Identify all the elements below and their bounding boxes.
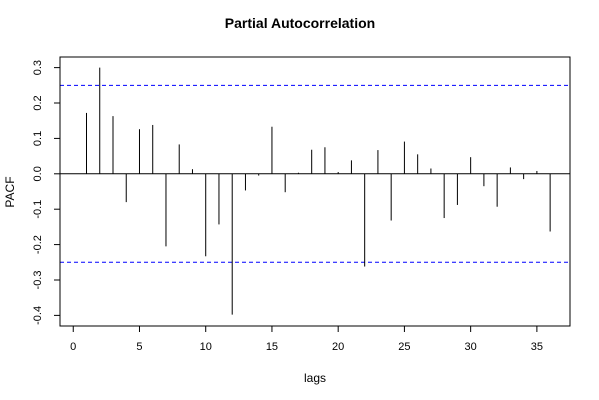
x-tick-label-5: 5 [136,341,142,353]
x-tick-label-15: 15 [266,341,278,353]
x-tick-label-20: 20 [332,341,344,353]
y-axis-label: PACF [3,176,17,207]
x-tick-label-25: 25 [398,341,410,353]
y-tick-label-6: 0.2 [32,95,44,110]
y-tick-label-7: 0.3 [32,60,44,75]
y-tick-label-4: 0.0 [32,166,44,181]
chart-title: Partial Autocorrelation [225,15,375,31]
y-tick-label-2: -0.2 [32,235,44,254]
x-tick-label-0: 0 [70,341,76,353]
x-axis-label: lags [304,371,326,385]
y-tick-label-3: -0.1 [32,200,44,219]
plot-frame [59,56,571,327]
y-tick-label-0: -0.4 [32,306,44,325]
x-tick-label-30: 30 [465,341,477,353]
x-tick-label-10: 10 [200,341,212,353]
x-tick-label-35: 35 [531,341,543,353]
y-tick-label-5: 0.1 [32,131,44,146]
y-tick-label-1: -0.3 [32,271,44,290]
